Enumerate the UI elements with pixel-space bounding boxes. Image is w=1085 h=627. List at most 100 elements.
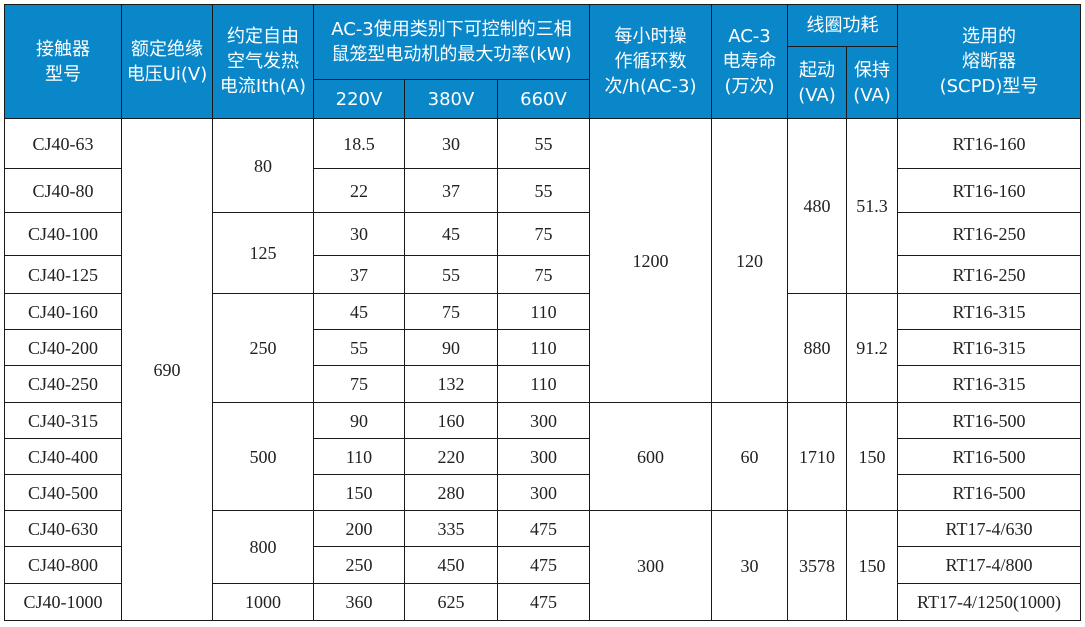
cycles-cell: 300 [589, 510, 712, 621]
header-coil: 线圈功耗 [787, 4, 898, 47]
power-380v-cell: 45 [404, 212, 498, 256]
power-380v-cell: 90 [404, 329, 498, 366]
table-row: CJ40-200 55 90 110 RT16-315 [4, 329, 1081, 366]
start-va-cell: 480 [787, 118, 847, 294]
header-model: 接触器 型号 [4, 4, 122, 119]
fuse-cell: RT17-4/800 [897, 546, 1081, 584]
header-ui: 额定绝缘 电压Ui(V) [121, 4, 213, 119]
header-380v: 380V [404, 79, 498, 119]
power-220v-cell: 22 [313, 168, 405, 213]
model-cell: CJ40-200 [4, 329, 122, 366]
fuse-cell: RT16-315 [897, 293, 1081, 330]
start-va-cell: 880 [787, 293, 847, 403]
power-660v-cell: 300 [497, 438, 590, 475]
table-row: CJ40-80 22 37 55 RT16-160 [4, 168, 1081, 213]
table-row: CJ40-100 125 30 45 75 RT16-250 [4, 212, 1081, 294]
table-row: CJ40-800 250 450 475 RT17-4/800 [4, 546, 1081, 584]
header-life: AC-3 电寿命 (万次) [711, 4, 788, 119]
power-660v-cell: 110 [497, 365, 590, 403]
model-cell: CJ40-315 [4, 402, 122, 439]
power-220v-cell: 360 [313, 583, 405, 621]
power-220v-cell: 37 [313, 255, 405, 294]
model-cell: CJ40-160 [4, 293, 122, 330]
cycles-cell: 1200 [589, 118, 712, 403]
power-220v-cell: 75 [313, 365, 405, 403]
power-380v-cell: 75 [404, 293, 498, 330]
power-660v-cell: 300 [497, 474, 590, 511]
fuse-cell: RT16-160 [897, 118, 1081, 169]
hold-va-cell: 150 [846, 402, 898, 511]
model-cell: CJ40-80 [4, 168, 122, 213]
ith-cell: 800 [212, 510, 314, 584]
power-220v-cell: 18.5 [313, 118, 405, 169]
power-660v-cell: 110 [497, 293, 590, 330]
start-va-cell: 1710 [787, 402, 847, 511]
table-row: CJ40-400 110 220 300 RT16-500 [4, 438, 1081, 475]
power-380v-cell: 220 [404, 438, 498, 475]
fuse-cell: RT16-315 [897, 329, 1081, 366]
life-cell: 30 [711, 510, 788, 621]
power-660v-cell: 475 [497, 583, 590, 621]
model-cell: CJ40-500 [4, 474, 122, 511]
power-380v-cell: 55 [404, 255, 498, 294]
ith-cell: 500 [212, 402, 314, 511]
header-660v: 660V [497, 79, 590, 119]
fuse-cell: RT16-500 [897, 438, 1081, 475]
power-380v-cell: 132 [404, 365, 498, 403]
power-660v-cell: 75 [497, 255, 590, 294]
power-220v-cell: 45 [313, 293, 405, 330]
model-cell: CJ40-63 [4, 118, 122, 169]
hold-va-cell: 150 [846, 510, 898, 621]
header-220v: 220V [313, 79, 405, 119]
ith-cell: 80 [212, 118, 314, 213]
ui-cell: 690 [121, 118, 213, 621]
power-220v-cell: 90 [313, 402, 405, 439]
table-row: CJ40-500 150 280 300 RT16-500 [4, 474, 1081, 511]
header-power: AC-3使用类别下可控制的三相 鼠笼型电动机的最大功率(kW) [313, 4, 590, 80]
fuse-cell: RT17-4/1250(1000) [897, 583, 1081, 621]
start-va-cell: 3578 [787, 510, 847, 621]
ith-cell: 250 [212, 293, 314, 403]
hold-va-cell: 51.3 [846, 118, 898, 294]
fuse-cell: RT16-250 [897, 212, 1081, 256]
power-220v-cell: 200 [313, 510, 405, 547]
model-cell: CJ40-400 [4, 438, 122, 475]
header-start: 起动 (VA) [787, 46, 847, 119]
fuse-cell: RT16-315 [897, 365, 1081, 403]
power-660v-cell: 475 [497, 510, 590, 547]
table-row: CJ40-63 690 80 18.5 30 55 1200 120 480 51.3 RT16-1… [4, 118, 1081, 621]
table-row: CJ40-315 500 90 160 300 600 60 1710 150 RT16-500 [4, 402, 1081, 511]
table-row: CJ40-1000 1000 360 625 475 RT17-4/1250(1000) [4, 583, 1081, 621]
model-cell: CJ40-800 [4, 546, 122, 584]
power-380v-cell: 280 [404, 474, 498, 511]
life-cell: 120 [711, 118, 788, 403]
fuse-cell: RT16-500 [897, 402, 1081, 439]
table-row: CJ40-250 75 132 110 RT16-315 [4, 365, 1081, 403]
fuse-cell: RT16-500 [897, 474, 1081, 511]
power-660v-cell: 110 [497, 329, 590, 366]
power-220v-cell: 55 [313, 329, 405, 366]
hold-va-cell: 91.2 [846, 293, 898, 403]
fuse-cell: RT16-250 [897, 255, 1081, 294]
header-fuse: 选用的 熔断器 (SCPD)型号 [897, 4, 1081, 119]
power-220v-cell: 250 [313, 546, 405, 584]
power-660v-cell: 300 [497, 402, 590, 439]
life-cell: 60 [711, 402, 788, 511]
power-220v-cell: 150 [313, 474, 405, 511]
model-cell: CJ40-125 [4, 255, 122, 294]
power-660v-cell: 55 [497, 168, 590, 213]
table-row: CJ40-160 250 45 75 110 880 91.2 RT16-315 [4, 293, 1081, 403]
power-380v-cell: 335 [404, 510, 498, 547]
power-380v-cell: 160 [404, 402, 498, 439]
model-cell: CJ40-250 [4, 365, 122, 403]
cycles-cell: 600 [589, 402, 712, 511]
table-row: CJ40-125 37 55 75 RT16-250 [4, 255, 1081, 294]
model-cell: CJ40-630 [4, 510, 122, 547]
model-cell: CJ40-100 [4, 212, 122, 256]
model-cell: CJ40-1000 [4, 583, 122, 621]
fuse-cell: RT16-160 [897, 168, 1081, 213]
power-380v-cell: 30 [404, 118, 498, 169]
power-380v-cell: 450 [404, 546, 498, 584]
ith-cell: 1000 [212, 583, 314, 621]
table-row: CJ40-630 800 200 335 475 300 30 3578 150 RT17-4/6… [4, 510, 1081, 621]
